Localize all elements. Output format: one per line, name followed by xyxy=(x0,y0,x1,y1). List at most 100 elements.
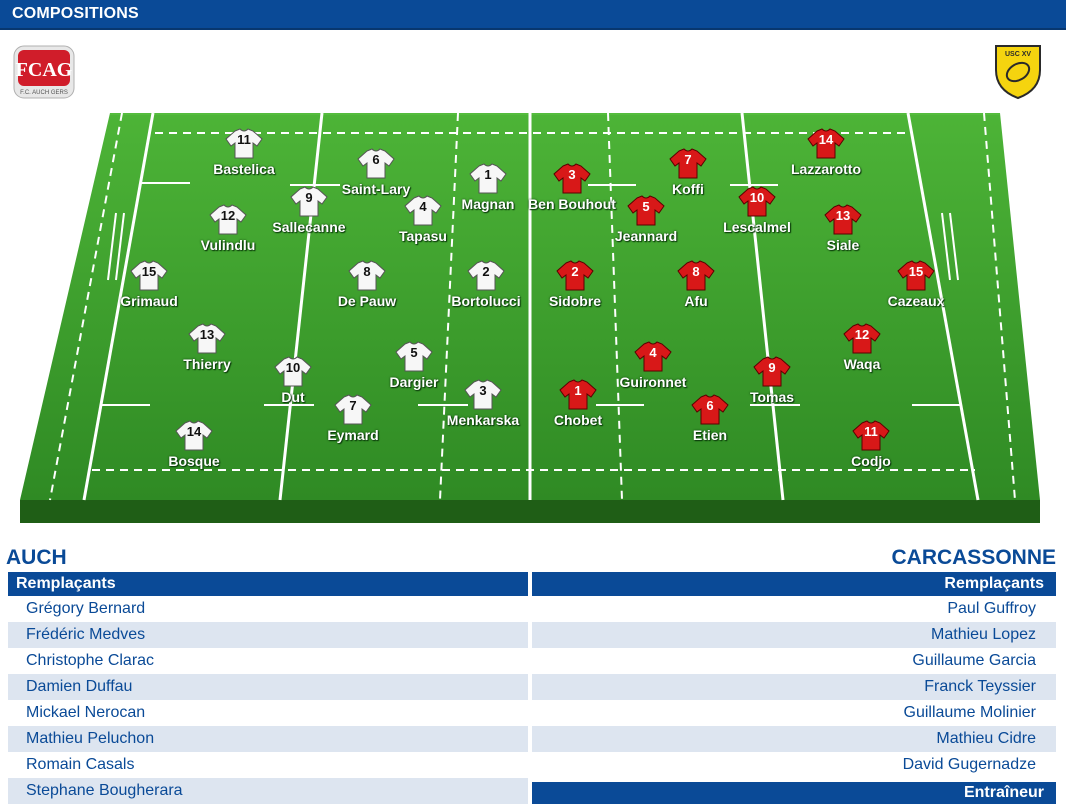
player-name: Lazzarotto xyxy=(791,161,861,177)
player-name: Menkarska xyxy=(446,412,520,428)
white-jersey-icon xyxy=(130,260,168,291)
away-player-2[interactable]: 2 Sidobre xyxy=(549,260,601,309)
player-name: Cazeaux xyxy=(887,293,945,309)
home-player-3[interactable]: 3 Menkarska xyxy=(447,379,519,428)
player-name: Dut xyxy=(281,389,305,405)
list-item: Grégory Bernard xyxy=(8,596,528,622)
away-subs-header: Remplaçants xyxy=(532,572,1056,596)
white-jersey-icon xyxy=(334,394,372,425)
list-item: Paul Guffroy xyxy=(532,596,1056,622)
away-team-name: CARCASSONNE xyxy=(891,546,1056,569)
home-player-8[interactable]: 8 De Pauw xyxy=(338,260,396,309)
player-name: Codjo xyxy=(851,453,891,469)
auch-logo: FCAG F.C. AUCH GERS xyxy=(12,44,76,100)
red-jersey-icon xyxy=(852,420,890,451)
home-player-4[interactable]: 4 Tapasu xyxy=(399,195,447,244)
list-item: Romain Casals xyxy=(8,752,528,778)
jersey-number: 12 xyxy=(220,208,236,223)
auch-logo-text: FCAG xyxy=(16,59,73,81)
away-player-7[interactable]: 7 Koffi xyxy=(669,148,707,197)
player-name: Eymard xyxy=(327,427,379,443)
jersey-number: 11 xyxy=(864,424,878,439)
carcassonne-logo-text: USC XV xyxy=(1005,51,1031,58)
away-player-8[interactable]: 8 Afu xyxy=(677,260,715,309)
player-name: Lescalmel xyxy=(723,219,791,235)
player-name: Grimaud xyxy=(120,293,178,309)
away-player-4[interactable]: 4 Guironnet xyxy=(620,341,686,390)
away-player-3[interactable]: 3 Ben Bouhout xyxy=(528,163,616,212)
player-name: Guironnet xyxy=(619,374,687,390)
home-player-15[interactable]: 15 Grimaud xyxy=(120,260,178,309)
rugby-pitch: 11 Bastelica 6 Saint-Lary 1 Magnan 9 Sal… xyxy=(0,105,1066,535)
player-name: Vulindlu xyxy=(200,237,256,253)
away-player-10[interactable]: 10 Lescalmel xyxy=(723,186,791,235)
player-name: Etien xyxy=(692,427,728,443)
jersey-number: 3 xyxy=(479,383,487,398)
player-name: Jeannard xyxy=(614,228,678,244)
away-coach-header: Entraîneur xyxy=(532,782,1056,804)
carcassonne-logo: USC XV xyxy=(990,40,1046,100)
player-name: Ben Bouhout xyxy=(528,196,616,212)
home-player-13[interactable]: 13 Thierry xyxy=(183,323,231,372)
home-subs-list: Grégory Bernard Frédéric Medves Christop… xyxy=(8,596,528,804)
player-name: Sidobre xyxy=(548,293,602,309)
away-player-14[interactable]: 14 Lazzarotto xyxy=(791,128,861,177)
list-item: Damien Duffau xyxy=(8,674,528,700)
away-subs-list: Paul Guffroy Mathieu Lopez Guillaume Gar… xyxy=(532,596,1056,778)
list-item: Mathieu Cidre xyxy=(532,726,1056,752)
home-player-10[interactable]: 10 Dut xyxy=(274,356,312,405)
player-name: Bosque xyxy=(168,453,220,469)
player-name: Tomas xyxy=(749,389,795,405)
player-name: Waqa xyxy=(843,356,881,372)
white-jersey-icon xyxy=(395,341,433,372)
red-jersey-icon xyxy=(634,341,672,372)
jersey-number: 8 xyxy=(692,264,700,279)
player-name: Afu xyxy=(684,293,708,309)
jersey-number: 14 xyxy=(186,424,202,439)
red-jersey-icon xyxy=(843,323,881,354)
white-jersey-icon xyxy=(404,195,442,226)
away-player-6[interactable]: 6 Etien xyxy=(691,394,729,443)
home-player-14[interactable]: 14 Bosque xyxy=(168,420,220,469)
away-player-12[interactable]: 12 Waqa xyxy=(843,323,881,372)
player-name: Bortolucci xyxy=(451,293,521,309)
list-item: Frédéric Medves xyxy=(8,622,528,648)
home-player-6[interactable]: 6 Saint-Lary xyxy=(342,148,410,197)
home-player-2[interactable]: 2 Bortolucci xyxy=(451,260,521,309)
jersey-number: 13 xyxy=(199,327,215,342)
white-jersey-icon xyxy=(357,148,395,179)
jersey-number: 6 xyxy=(706,398,714,413)
player-name: Dargier xyxy=(389,374,439,390)
home-player-9[interactable]: 9 Sallecanne xyxy=(272,186,346,235)
white-jersey-icon xyxy=(274,356,312,387)
red-jersey-icon xyxy=(677,260,715,291)
away-player-5[interactable]: 5 Jeannard xyxy=(615,195,677,244)
player-name: Chobet xyxy=(553,412,603,428)
jersey-number: 1 xyxy=(484,167,492,182)
away-player-1[interactable]: 1 Chobet xyxy=(554,379,602,428)
white-jersey-icon xyxy=(188,323,226,354)
jersey-number: 8 xyxy=(363,264,371,279)
home-player-7[interactable]: 7 Eymard xyxy=(327,394,379,443)
away-player-13[interactable]: 13 Siale xyxy=(824,204,862,253)
list-item: Christophe Clarac xyxy=(8,648,528,674)
list-item: Franck Teyssier xyxy=(532,674,1056,700)
home-player-11[interactable]: 11 Bastelica xyxy=(213,128,275,177)
home-player-5[interactable]: 5 Dargier xyxy=(389,341,439,390)
home-player-12[interactable]: 12 Vulindlu xyxy=(201,204,255,253)
away-player-11[interactable]: 11 Codjo xyxy=(851,420,891,469)
home-player-1[interactable]: 1 Magnan xyxy=(462,163,514,212)
player-name: Sallecanne xyxy=(272,219,346,235)
red-jersey-icon xyxy=(627,195,665,226)
away-player-9[interactable]: 9 Tomas xyxy=(750,356,794,405)
list-item: David Gugernadze xyxy=(532,752,1056,778)
away-player-15[interactable]: 15 Cazeaux xyxy=(888,260,944,309)
list-item: Stephane Bougherara xyxy=(8,778,528,804)
section-title: COMPOSITIONS xyxy=(12,5,139,22)
jersey-number: 10 xyxy=(285,360,301,375)
jersey-number: 2 xyxy=(571,264,579,279)
jersey-number: 7 xyxy=(349,398,357,413)
red-jersey-icon xyxy=(753,356,791,387)
away-substitutes: Remplaçants Paul Guffroy Mathieu Lopez G… xyxy=(532,572,1056,778)
player-name: Saint-Lary xyxy=(341,181,411,197)
